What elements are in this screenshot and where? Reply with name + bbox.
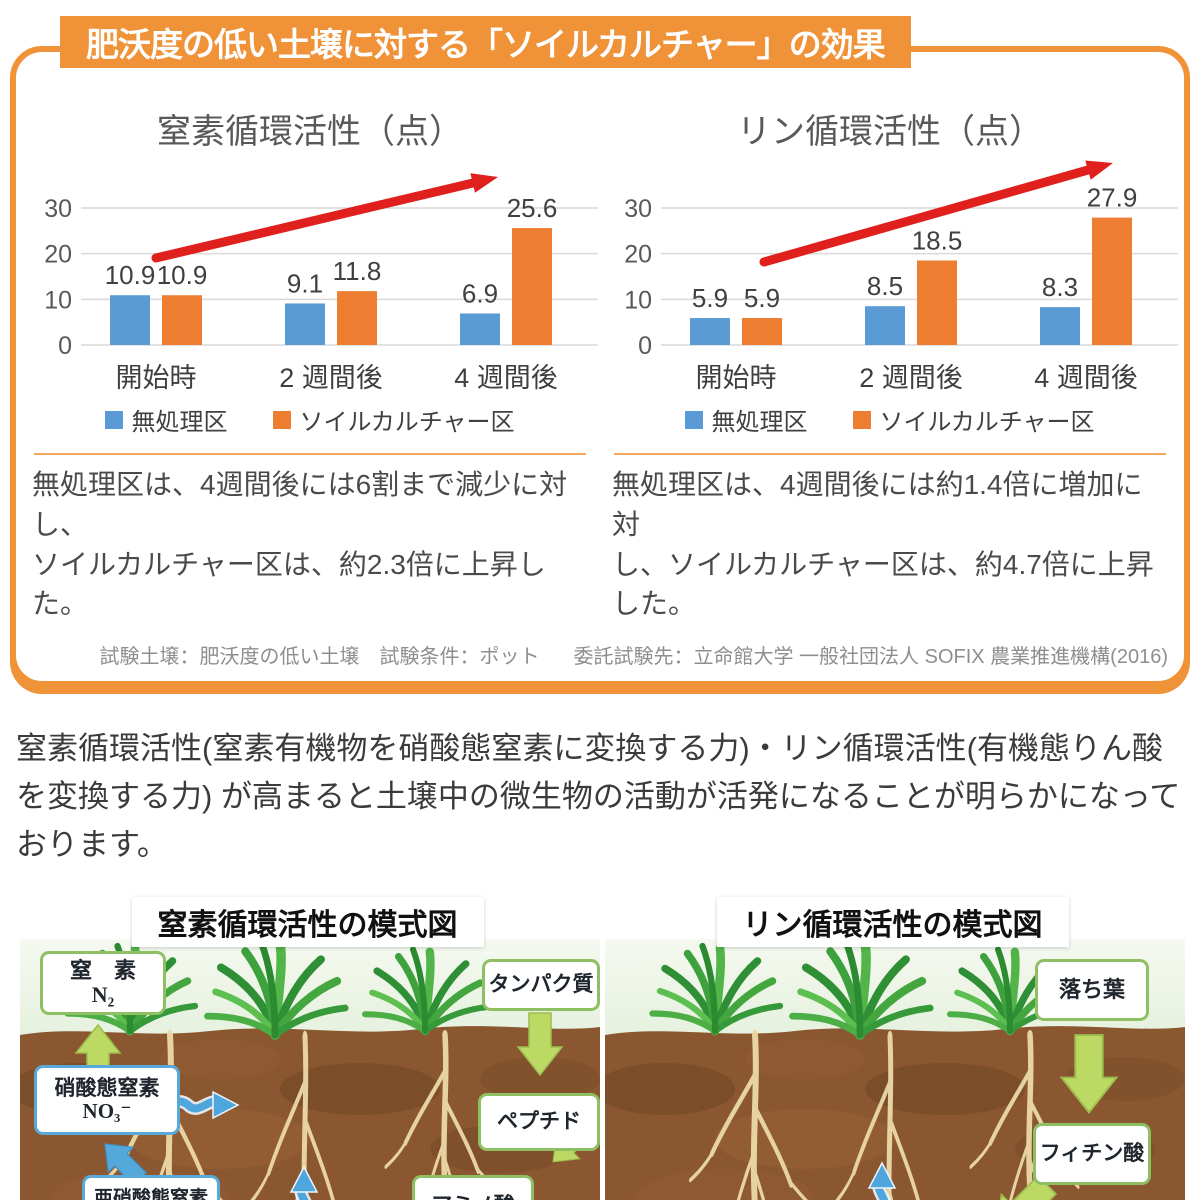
phosphorus-summary: 無処理区は、4週間後には約1.4倍に増加に対 し、ソイルカルチャー区は、約4.7…: [612, 469, 1154, 620]
svg-text:6.9: 6.9: [462, 278, 498, 308]
nitrogen-chart-title: 窒素循環活性（点）: [157, 113, 463, 151]
divider: [34, 453, 586, 455]
phosphorus-legend: 無処理区 ソイルカルチャー区: [606, 402, 1174, 437]
legend-soilculture-label: ソイルカルチャー区: [879, 409, 1095, 436]
nitrate-formula: NO₃⁻: [82, 1099, 132, 1124]
test-soil-note: 試験土壌：肥沃度の低い土壌 試験条件：ポット: [99, 646, 540, 668]
svg-text:4 週間後: 4 週間後: [1034, 363, 1138, 393]
amino-acid-label: アミノ酸: [415, 1194, 531, 1200]
svg-text:18.5: 18.5: [912, 226, 963, 256]
explanation-paragraph: 窒素循環活性(窒素有機物を硝酸態窒素に変換する力)・リン循環活性(有機態りん酸を…: [16, 731, 1181, 863]
svg-text:9.1: 9.1: [287, 268, 323, 298]
legend-soilculture: ソイルカルチャー区: [273, 402, 515, 437]
svg-text:2 週間後: 2 週間後: [859, 363, 963, 393]
legend-untreated: 無処理区: [685, 402, 807, 437]
amino-acid-box: アミノ酸: [412, 1175, 534, 1200]
legend-untreated-label: 無処理区: [131, 409, 228, 436]
nitrite-label: 亜硝酸態窒素: [93, 1187, 208, 1200]
banner-title: 肥沃度の低い土壌に対する「ソイルカルチャー」の効果: [60, 16, 911, 68]
nitrogen-chart-panel: 窒素循環活性（点） 0 10 20 30 開始時 10.9 10.9 2 週間後 9.1 11.8…: [20, 104, 600, 624]
fallen-leaves-label: 落ち葉: [1058, 976, 1125, 1002]
diagrams-row: 窒素循環活性の模式図 窒 素 N₂ タンパク質 硝酸態窒素 NO₃⁻ ペプチド: [20, 897, 1180, 1200]
svg-text:10.9: 10.9: [105, 260, 156, 290]
svg-text:5.9: 5.9: [692, 283, 728, 313]
divider: [614, 453, 1166, 455]
nitrite-box: 亜硝酸態窒素 NO₂⁻: [82, 1175, 220, 1200]
svg-text:2 週間後: 2 週間後: [279, 363, 383, 393]
legend-untreated-label: 無処理区: [711, 409, 808, 436]
svg-text:0: 0: [638, 332, 652, 360]
phosphorus-chart-panel: リン循環活性（点） 0 10 20 30 開始時 5.9 5.9 2 週間後 8.5 18.5 4 …: [600, 104, 1180, 624]
test-conditions-row: 試験土壌：肥沃度の低い土壌 試験条件：ポット 委託試験先：立命館大学 一般社団法…: [32, 640, 1169, 669]
charts-row: 窒素循環活性（点） 0 10 20 30 開始時 10.9 10.9 2 週間後 9.1 11.8…: [20, 104, 1180, 624]
svg-text:20: 20: [624, 241, 652, 269]
svg-text:20: 20: [44, 241, 72, 269]
svg-text:10.9: 10.9: [157, 260, 208, 290]
svg-text:25.6: 25.6: [507, 193, 558, 223]
svg-text:8.5: 8.5: [867, 271, 903, 301]
nitrogen-legend: 無処理区 ソイルカルチャー区: [26, 402, 594, 437]
svg-text:開始時: 開始時: [116, 363, 197, 393]
svg-text:30: 30: [624, 195, 652, 223]
nitrogen-diagram: 窒素循環活性の模式図 窒 素 N₂ タンパク質 硝酸態窒素 NO₃⁻ ペプチド: [20, 897, 600, 1200]
blue-swatch-icon: [105, 410, 124, 429]
test-agency-note: 委託試験先：立命館大学 一般社団法人 SOFIX 農業推進機構(2016): [573, 646, 1169, 668]
nitrate-label: 硝酸態窒素: [54, 1075, 160, 1100]
phosphorus-diagram: リン循環活性の模式図 落ち葉 フィチン酸 リン酸-Ca リン酸 リン酸-Al リ…: [605, 897, 1180, 1200]
protein-label: タンパク質: [488, 972, 594, 997]
svg-text:0: 0: [58, 332, 72, 360]
trend-arrow: [759, 160, 1113, 267]
nitrogen-gas-label: 窒 素: [69, 957, 136, 983]
blue-swatch-icon: [685, 410, 704, 429]
nitrogen-gas-formula: N₂: [91, 982, 115, 1008]
fallen-leaves-box: 落ち葉: [1035, 959, 1149, 1022]
svg-text:開始時: 開始時: [696, 363, 777, 393]
peptide-box: ペプチド: [478, 1093, 600, 1152]
phytic-acid-label: フィチン酸: [1039, 1141, 1145, 1166]
orange-swatch-icon: [853, 410, 872, 429]
nitrogen-gas-box: 窒 素 N₂: [40, 951, 166, 1016]
phosphorus-chart-title: リン循環活性（点）: [737, 113, 1043, 151]
nitrate-box: 硝酸態窒素 NO₃⁻: [34, 1065, 180, 1136]
svg-text:30: 30: [44, 195, 72, 223]
svg-text:10: 10: [44, 286, 72, 314]
svg-text:11.8: 11.8: [333, 256, 382, 286]
nitrogen-diagram-title: 窒素循環活性の模式図: [131, 897, 484, 948]
effect-panel: 肥沃度の低い土壌に対する「ソイルカルチャー」の効果 窒素循環活性（点） 0 10 2…: [10, 16, 1190, 687]
legend-soilculture: ソイルカルチャー区: [853, 402, 1095, 437]
nitrogen-summary: 無処理区は、4週間後には6割まで減少に対し、 ソイルカルチャー区は、約2.3倍に…: [32, 469, 568, 620]
legend-untreated: 無処理区: [105, 402, 227, 437]
svg-text:10: 10: [624, 286, 652, 314]
legend-soilculture-label: ソイルカルチャー区: [299, 409, 515, 436]
phosphorus-diagram-title: リン循環活性の模式図: [716, 897, 1069, 948]
protein-box: タンパク質: [482, 959, 600, 1012]
nitrogen-bar-chart: 0 10 20 30 開始時 10.9 10.9 2 週間後 9.1 11.8 4 週間後 6.9 25…: [44, 173, 598, 393]
phosphorus-bar-chart: 0 10 20 30 開始時 5.9 5.9 2 週間後 8.5 18.5 4 週間後 8.3 27.9: [624, 160, 1178, 393]
svg-text:27.9: 27.9: [1087, 183, 1138, 213]
trend-arrow: [151, 173, 498, 263]
peptide-label: ペプチド: [497, 1109, 581, 1134]
svg-text:4 週間後: 4 週間後: [454, 363, 558, 393]
orange-swatch-icon: [273, 410, 292, 429]
svg-text:8.3: 8.3: [1042, 272, 1078, 302]
phytic-acid-box: フィチン酸: [1033, 1123, 1151, 1186]
svg-text:5.9: 5.9: [744, 283, 780, 313]
